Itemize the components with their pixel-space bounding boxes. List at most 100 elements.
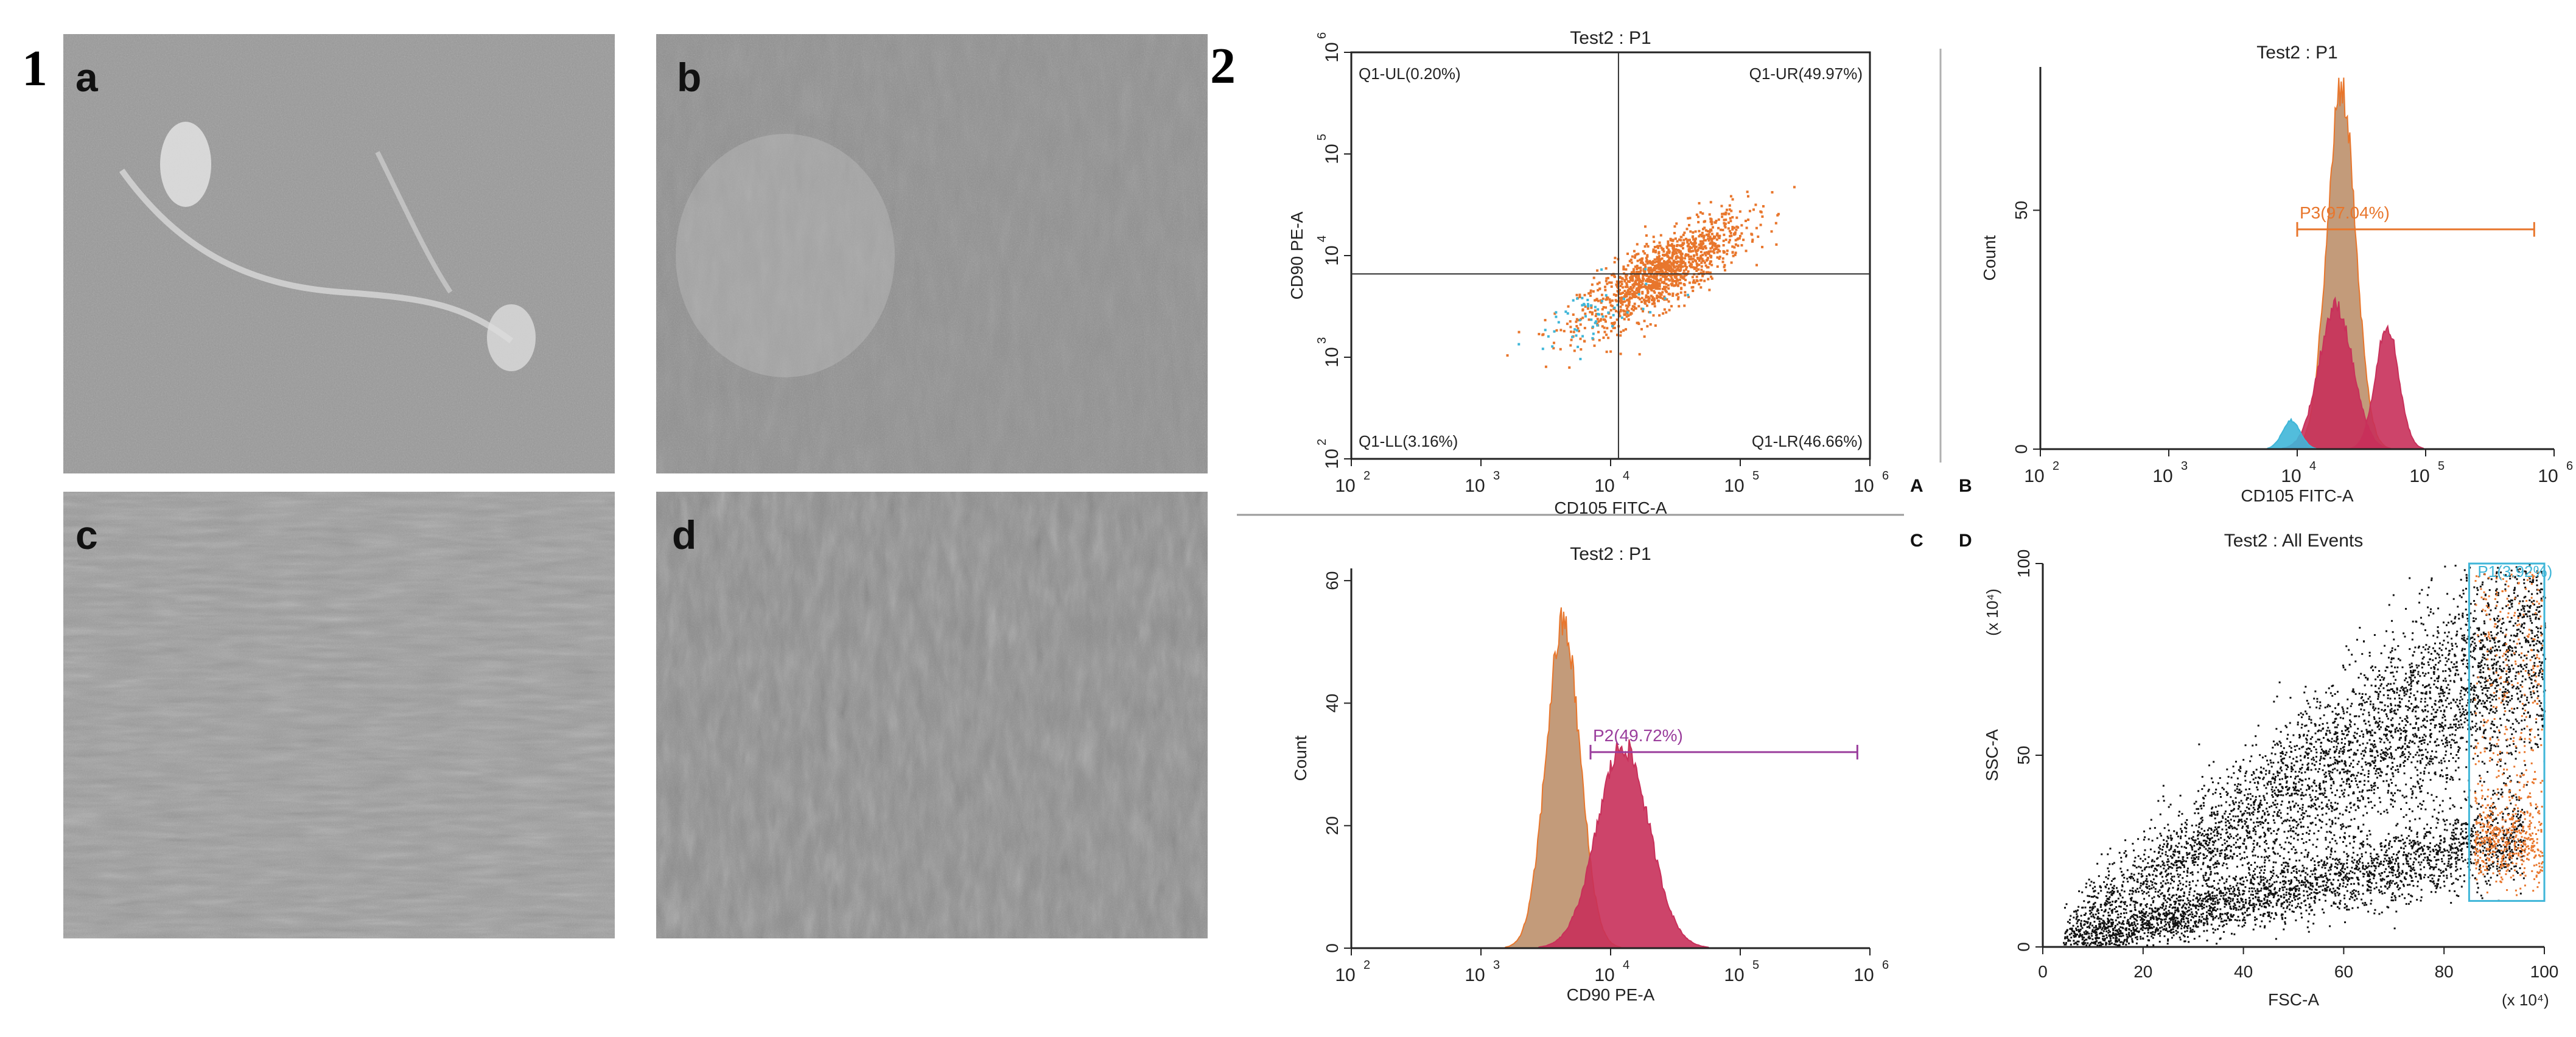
- data-point: [2186, 857, 2189, 859]
- data-point: [1664, 270, 1667, 273]
- data-point: [2371, 750, 2373, 753]
- data-point: [2370, 789, 2373, 792]
- data-point: [2249, 814, 2251, 816]
- data-point: [1619, 306, 1622, 309]
- data-point: [2492, 664, 2494, 666]
- data-point: [2319, 819, 2321, 821]
- data-point: [2409, 707, 2411, 710]
- data-point: [2463, 648, 2466, 651]
- data-point: [2527, 640, 2529, 642]
- data-point: [1614, 294, 1617, 297]
- data-point: [2352, 766, 2354, 769]
- data-point: [2211, 811, 2213, 814]
- data-point: [2457, 727, 2459, 729]
- data-point: [1653, 301, 1656, 304]
- data-point: [2256, 843, 2258, 846]
- data-point: [2362, 789, 2364, 792]
- data-point: [2255, 735, 2257, 738]
- data-point: [1676, 243, 1679, 246]
- data-point: [2301, 794, 2303, 796]
- data-point: [2233, 889, 2236, 892]
- data-point: [1566, 312, 1569, 315]
- data-point: [2112, 878, 2115, 881]
- data-point: [2423, 772, 2426, 775]
- data-point: [2520, 696, 2522, 698]
- data-point: [2179, 882, 2182, 885]
- data-point: [2450, 702, 2452, 704]
- data-point: [2239, 853, 2241, 855]
- data-point: [2361, 696, 2364, 699]
- data-point: [2502, 686, 2505, 688]
- data-point: [2159, 873, 2161, 875]
- data-point: [1644, 268, 1647, 271]
- data-point: [2079, 922, 2082, 924]
- x-tick-label: 10: [2024, 466, 2044, 486]
- data-point: [1661, 281, 1664, 284]
- data-point: [2178, 842, 2180, 845]
- data-point: [1712, 235, 1715, 238]
- data-point: [2278, 740, 2281, 742]
- data-point: [2241, 802, 2244, 805]
- data-point: [1600, 313, 1603, 316]
- data-point: [2132, 842, 2134, 845]
- x-tick-exponent: 2: [2053, 459, 2059, 473]
- data-point: [2491, 699, 2494, 701]
- data-point: [2331, 807, 2334, 809]
- data-point: [1577, 319, 1580, 322]
- data-point: [2420, 772, 2422, 774]
- data-point: [2289, 858, 2291, 861]
- data-point: [2158, 851, 2160, 853]
- data-point: [2214, 822, 2217, 825]
- data-point: [2401, 698, 2403, 700]
- data-point: [2188, 852, 2191, 854]
- data-point: [2133, 906, 2136, 909]
- data-point: [1592, 276, 1595, 279]
- data-point: [2424, 648, 2427, 651]
- data-point: [2210, 833, 2212, 835]
- data-point: [1594, 320, 1597, 323]
- data-point: [2193, 857, 2195, 859]
- data-point: [2313, 697, 2315, 700]
- data-point: [2177, 876, 2180, 878]
- data-point: [2496, 736, 2499, 739]
- data-point: [1640, 296, 1643, 299]
- data-point: [2505, 700, 2508, 702]
- data-point: [1594, 306, 1597, 309]
- photo-label-c: c: [75, 512, 98, 557]
- data-point: [2247, 862, 2249, 865]
- data-point: [1602, 318, 1605, 321]
- data-point: [2473, 693, 2475, 696]
- data-point: [2390, 708, 2393, 710]
- data-point: [2506, 745, 2508, 747]
- data-point: [2440, 710, 2442, 712]
- data-point: [2305, 789, 2308, 791]
- data-point: [2362, 713, 2364, 716]
- data-point: [1622, 298, 1625, 301]
- data-point: [1568, 366, 1571, 369]
- data-point: [2117, 898, 2119, 900]
- data-point: [2175, 831, 2178, 834]
- data-point: [2480, 634, 2482, 636]
- data-point: [2144, 858, 2146, 861]
- data-point: [2217, 805, 2220, 807]
- data-point: [2479, 647, 2482, 649]
- data-point: [2354, 723, 2356, 725]
- panel-letter-A: A: [1910, 476, 1923, 496]
- data-point: [2171, 856, 2174, 859]
- data-point: [2280, 803, 2283, 806]
- data-point: [2383, 810, 2385, 812]
- data-point: [2305, 685, 2307, 688]
- data-point: [2424, 749, 2427, 751]
- data-point: [2412, 680, 2414, 682]
- data-point: [2460, 737, 2463, 739]
- data-point: [2298, 818, 2301, 820]
- data-point: [2494, 645, 2497, 648]
- data-point: [2326, 803, 2328, 806]
- data-point: [1669, 274, 1672, 277]
- data-point: [1614, 299, 1617, 302]
- data-point: [1589, 294, 1592, 297]
- data-point: [1634, 295, 1637, 298]
- data-point: [2496, 626, 2498, 629]
- data-point: [2241, 827, 2244, 829]
- x-tick-label: 10: [1724, 965, 1744, 985]
